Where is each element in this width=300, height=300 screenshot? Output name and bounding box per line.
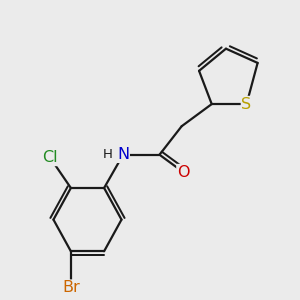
Text: N: N	[117, 147, 129, 162]
Text: H: H	[102, 148, 112, 161]
Text: S: S	[242, 97, 252, 112]
Text: Cl: Cl	[43, 150, 58, 165]
Text: O: O	[177, 165, 190, 180]
Text: Br: Br	[62, 280, 80, 295]
